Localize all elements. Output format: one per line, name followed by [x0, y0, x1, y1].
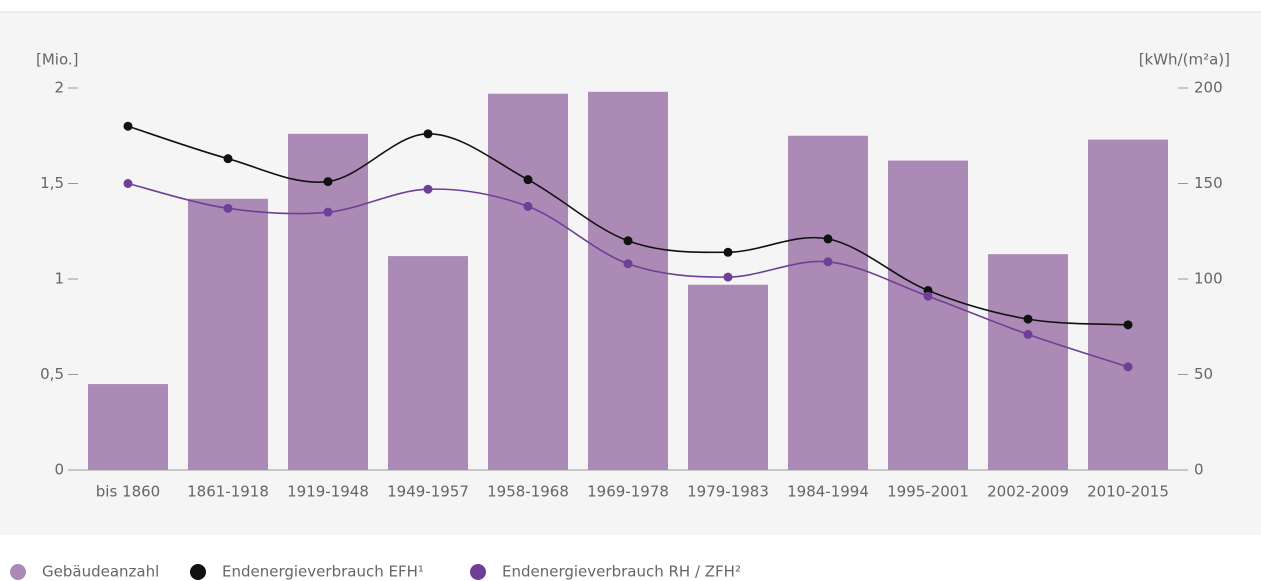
line-point	[223, 154, 233, 164]
y2-tick-label: 150	[1194, 174, 1223, 192]
line-point	[823, 234, 833, 244]
y2-tick-label: 50	[1194, 365, 1213, 383]
line-point	[1123, 362, 1133, 372]
line-point	[123, 121, 133, 131]
line-point	[623, 236, 633, 246]
line-point	[723, 247, 733, 257]
bar	[788, 135, 868, 470]
bar	[88, 384, 168, 470]
line-point	[423, 129, 433, 139]
bar	[188, 198, 268, 470]
x-tick-label: 1984-1994	[787, 483, 869, 501]
y-tick-label: 1,5	[40, 174, 64, 192]
line-point	[1023, 329, 1033, 339]
y2-tick-label: 200	[1194, 79, 1223, 97]
y2-tick-label: 100	[1194, 270, 1223, 288]
x-tick-label: 1958-1968	[487, 483, 569, 501]
line-point	[223, 203, 233, 213]
y-tick-label: 1	[54, 270, 64, 288]
line-point	[523, 201, 533, 211]
x-tick-label: 1979-1983	[687, 483, 769, 501]
legend-label: Endenergieverbrauch RH / ZFH²	[502, 563, 741, 581]
x-tick-label: 2010-2015	[1087, 483, 1169, 501]
y-axis-label: [Mio.]	[36, 51, 79, 69]
x-tick-label: 1861-1918	[187, 483, 269, 501]
y-tick-label: 2	[54, 79, 64, 97]
line-point	[723, 272, 733, 282]
y-tick-label: 0	[54, 461, 64, 479]
x-tick-label: bis 1860	[96, 483, 160, 501]
line-point	[523, 175, 533, 185]
line-point	[1023, 314, 1033, 324]
bar	[488, 93, 568, 470]
y2-axis-label: [kWh/(m²a)]	[1139, 51, 1230, 69]
x-tick-label: 1919-1948	[287, 483, 369, 501]
bar	[888, 160, 968, 470]
bar	[588, 91, 668, 470]
x-tick-label: 1995-2001	[887, 483, 969, 501]
line-point	[423, 184, 433, 194]
line-point	[923, 291, 933, 301]
legend-marker	[470, 564, 486, 580]
line-point	[623, 259, 633, 269]
bar	[688, 284, 768, 470]
y2-tick-label: 0	[1194, 461, 1204, 479]
legend-marker	[190, 564, 206, 580]
line-point	[823, 257, 833, 267]
bar	[388, 256, 468, 470]
x-tick-label: 1949-1957	[387, 483, 469, 501]
x-tick-label: 1969-1978	[587, 483, 669, 501]
line-point	[123, 179, 133, 188]
legend-label: Gebäudeanzahl	[42, 563, 159, 581]
line-point	[1123, 320, 1133, 330]
bar	[1088, 139, 1168, 470]
legend-marker	[10, 564, 26, 580]
legend-label: Endenergieverbrauch EFH¹	[222, 563, 424, 581]
line-point	[323, 177, 333, 187]
bar	[288, 133, 368, 470]
bar	[988, 254, 1068, 470]
line-point	[323, 207, 333, 217]
y-tick-label: 0,5	[40, 365, 64, 383]
x-tick-label: 2002-2009	[987, 483, 1069, 501]
